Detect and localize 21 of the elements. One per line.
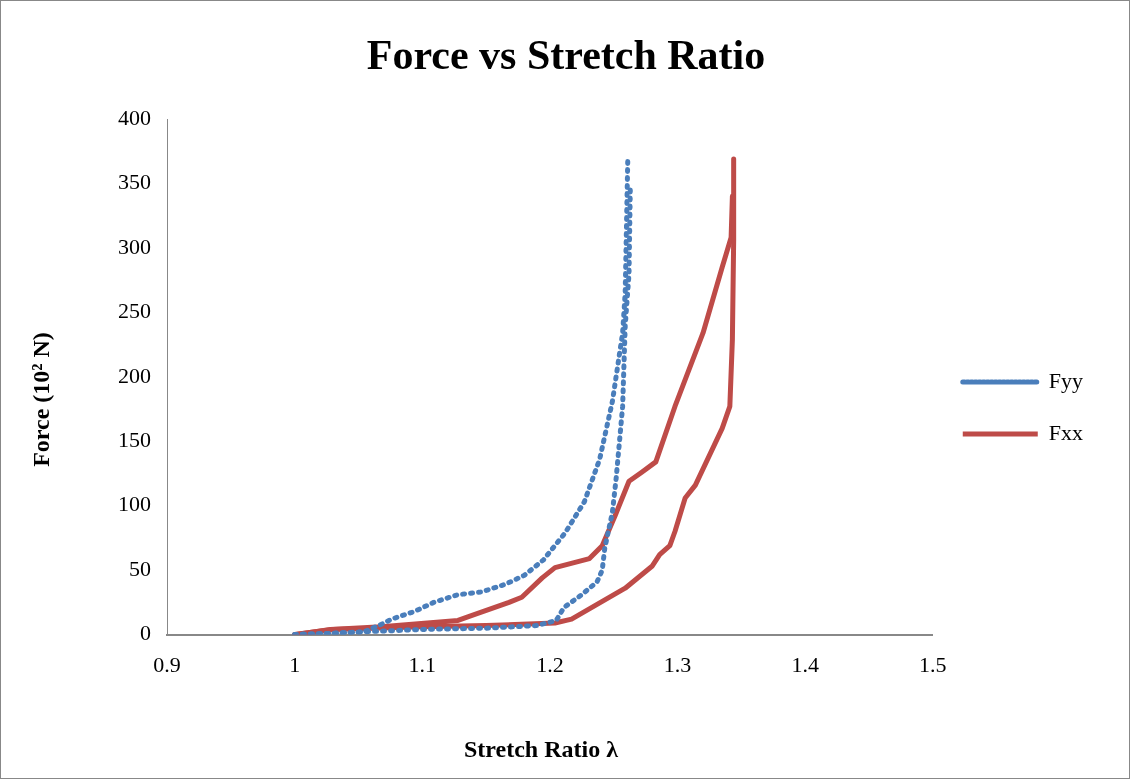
y-tick-label: 250 — [118, 298, 151, 324]
x-tick-label: 1 — [289, 651, 301, 677]
x-tick-label: 1.3 — [663, 651, 692, 677]
y-tick-label: 150 — [118, 427, 151, 453]
chart-title: Force vs Stretch Ratio — [365, 31, 767, 79]
x-tick-label: 0.9 — [153, 651, 181, 677]
y-tick-label: 100 — [118, 491, 151, 517]
x-tick-label: 1.2 — [536, 651, 564, 677]
legend-label: Fyy — [1048, 367, 1084, 393]
y-tick-label: 0 — [140, 620, 151, 646]
x-tick-label: 1.1 — [408, 651, 436, 677]
y-tick-label: 300 — [118, 233, 151, 259]
y-tick-label: 350 — [118, 169, 151, 195]
y-tick-label: 200 — [118, 362, 151, 388]
y-axis-title: Force (10² N) — [27, 331, 55, 469]
x-axis-title: Stretch Ratio λ — [463, 736, 619, 763]
y-tick-label: 50 — [129, 555, 151, 581]
x-tick-label: 1.4 — [791, 651, 819, 677]
legend-label: Fxx — [1048, 419, 1084, 445]
x-tick-label: 1.5 — [919, 651, 947, 677]
y-tick-label: 400 — [118, 104, 151, 130]
